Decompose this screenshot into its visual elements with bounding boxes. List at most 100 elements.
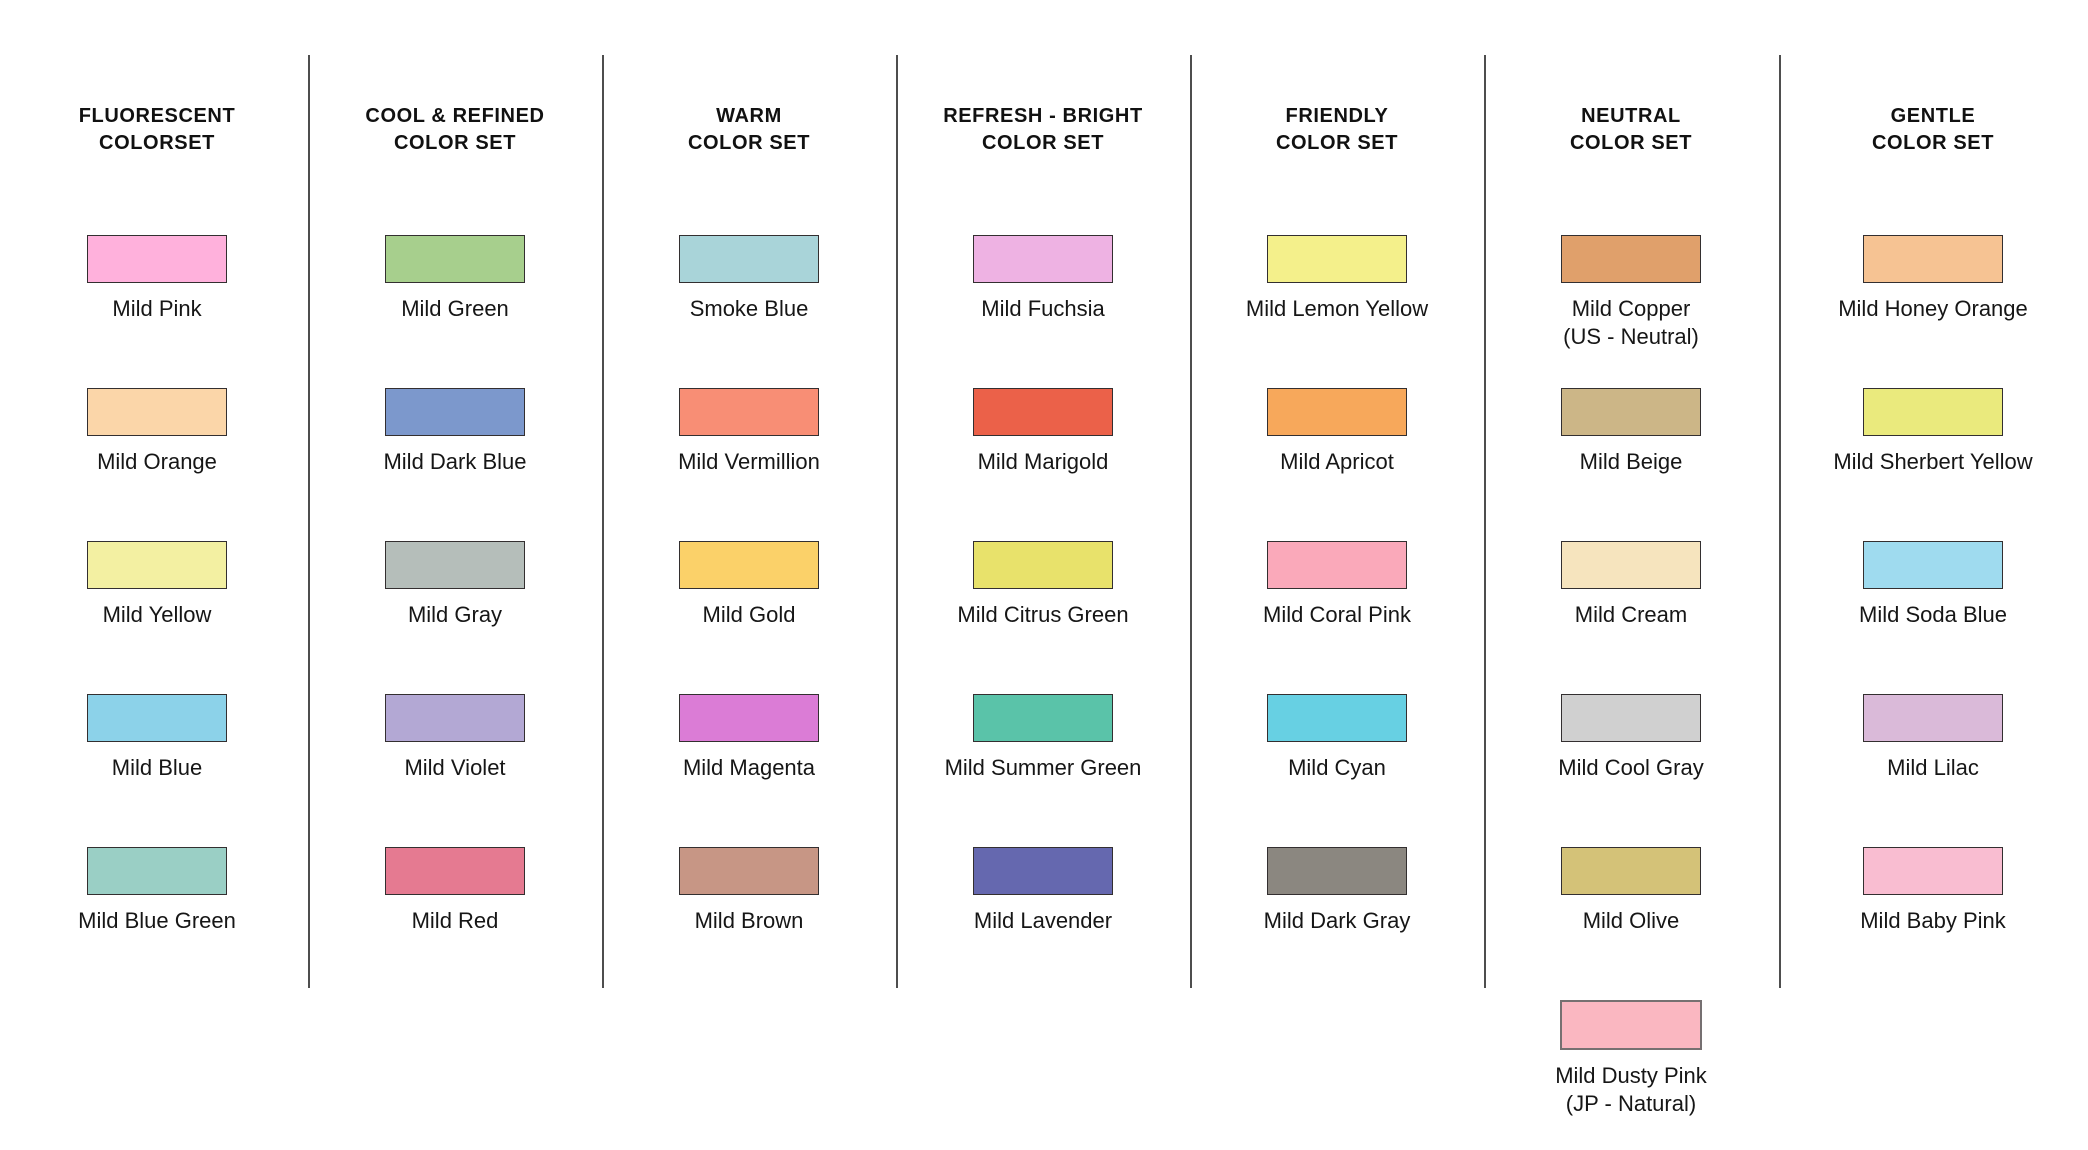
swatch-item: Mild Sherbert Yellow <box>1786 388 2080 476</box>
color-swatch-label: Mild Lemon Yellow <box>1245 296 1429 321</box>
swatch-item: Mild Lilac <box>1786 694 2080 782</box>
swatch-item: Mild Apricot <box>1190 388 1484 476</box>
color-swatch <box>1561 235 1701 283</box>
color-swatch <box>385 235 525 283</box>
color-swatch <box>679 847 819 895</box>
color-set-title: GENTLE COLOR SET <box>1871 105 1995 154</box>
swatch-item: Mild Brown <box>602 847 896 935</box>
color-swatch-label: Mild Lilac <box>1887 755 1979 780</box>
column-divider <box>1779 55 1781 988</box>
swatch-item: Mild Honey Orange <box>1786 235 2080 323</box>
color-swatch-label: Mild Baby Pink <box>1860 908 2006 933</box>
column-divider <box>602 55 604 988</box>
color-swatch-label: Mild Cream <box>1574 602 1688 627</box>
color-swatch-label: Mild Citrus Green <box>957 602 1129 627</box>
color-swatch <box>1267 541 1407 589</box>
color-swatch-label: Mild Summer Green <box>944 755 1142 780</box>
color-swatch-label: Mild Blue <box>111 755 203 780</box>
color-swatch-label: Mild Vermillion <box>678 449 820 474</box>
color-swatch-label: Mild Dark Gray <box>1263 908 1411 933</box>
color-swatch-label: Mild Blue Green <box>78 908 236 933</box>
color-swatch <box>1863 235 2003 283</box>
color-set-title: NEUTRAL COLOR SET <box>1569 105 1693 154</box>
swatch-item: Mild Pink <box>10 235 304 323</box>
color-set-title: COOL & REFINED COLOR SET <box>365 105 545 154</box>
swatch-item: Mild Cyan <box>1190 694 1484 782</box>
color-swatch <box>385 694 525 742</box>
swatch-item: Smoke Blue <box>602 235 896 323</box>
color-swatch <box>385 847 525 895</box>
color-swatch-label: Mild Red <box>411 908 499 933</box>
swatch-item: Mild Violet <box>308 694 602 782</box>
swatch-item: Mild Magenta <box>602 694 896 782</box>
color-swatch-label: Mild Green <box>401 296 509 321</box>
color-swatch-label: Mild Gray <box>407 602 503 627</box>
color-set-column: NEUTRAL COLOR SET Mild Copper (US - Neutr… <box>1484 0 1778 1150</box>
color-set-title: FLUORESCENT COLORSET <box>78 105 236 154</box>
swatch-item: Mild Soda Blue <box>1786 541 2080 629</box>
swatch-item: Mild Fuchsia <box>896 235 1190 323</box>
column-divider <box>896 55 898 988</box>
swatch-item: Mild Yellow <box>10 541 304 629</box>
color-swatch <box>1267 388 1407 436</box>
swatch-item: Mild Vermillion <box>602 388 896 476</box>
color-swatch-label: Mild Cool Gray <box>1558 755 1704 780</box>
color-swatch-label: Mild Copper (US - Neutral) <box>1563 296 1699 349</box>
swatch-item: Mild Coral Pink <box>1190 541 1484 629</box>
color-set-title: WARM COLOR SET <box>687 105 811 154</box>
swatch-item: Mild Gray <box>308 541 602 629</box>
color-swatch <box>1863 388 2003 436</box>
color-swatch-label: Mild Sherbert Yellow <box>1833 449 2033 474</box>
color-swatch <box>679 235 819 283</box>
color-set-title: FRIENDLY COLOR SET <box>1275 105 1399 154</box>
color-swatch <box>1267 694 1407 742</box>
swatch-item: Mild Cool Gray <box>1484 694 1778 782</box>
swatch-item: Mild Red <box>308 847 602 935</box>
color-swatch-label: Mild Gold <box>702 602 796 627</box>
swatch-item: Mild Citrus Green <box>896 541 1190 629</box>
color-swatch-label: Mild Honey Orange <box>1838 296 2028 321</box>
color-swatch-label: Mild Dark Blue <box>383 449 527 474</box>
color-set-column: FLUORESCENT COLORSET Mild Pink Mild Orange… <box>10 0 304 1150</box>
color-swatch <box>87 388 227 436</box>
color-swatch <box>1561 541 1701 589</box>
swatch-item: Mild Gold <box>602 541 896 629</box>
column-divider <box>1190 55 1192 988</box>
color-swatch-label: Mild Coral Pink <box>1263 602 1411 627</box>
color-set-column: FRIENDLY COLOR SET Mild Lemon Yellow Mild … <box>1190 0 1484 1150</box>
color-swatch-label: Mild Soda Blue <box>1859 602 2007 627</box>
color-swatch <box>973 388 1113 436</box>
color-swatch <box>1267 235 1407 283</box>
swatch-item: Mild Copper (US - Neutral) <box>1484 235 1778 351</box>
swatch-item: Mild Lavender <box>896 847 1190 935</box>
swatch-item: Mild Blue Green <box>10 847 304 935</box>
color-swatch <box>87 235 227 283</box>
swatch-item: Mild Baby Pink <box>1786 847 2080 935</box>
color-set-column: REFRESH - BRIGHT COLOR SET Mild Fuchsia Mi… <box>896 0 1190 1150</box>
color-set-column: GENTLE COLOR SET Mild Honey Orange Mild Sh… <box>1786 0 2080 1150</box>
swatch-item: Mild Olive <box>1484 847 1778 935</box>
color-swatch <box>1561 694 1701 742</box>
swatch-item: Mild Marigold <box>896 388 1190 476</box>
color-swatch-label: Mild Marigold <box>977 449 1109 474</box>
color-set-title: REFRESH - BRIGHT COLOR SET <box>943 105 1143 154</box>
swatch-item: Mild Blue <box>10 694 304 782</box>
color-swatch-label: Mild Dusty Pink (JP - Natural) <box>1555 1063 1707 1116</box>
color-swatch-label: Mild Olive <box>1582 908 1680 933</box>
color-swatch <box>679 541 819 589</box>
color-swatch <box>1561 847 1701 895</box>
color-swatch-label: Mild Apricot <box>1280 449 1394 474</box>
color-swatch-label: Mild Yellow <box>102 602 212 627</box>
color-swatch <box>385 541 525 589</box>
color-swatch <box>87 694 227 742</box>
swatch-item: Mild Green <box>308 235 602 323</box>
column-divider <box>1484 55 1486 988</box>
color-swatch <box>385 388 525 436</box>
swatch-item: Mild Dark Blue <box>308 388 602 476</box>
color-swatch <box>973 235 1113 283</box>
color-swatch <box>1560 1000 1702 1050</box>
color-swatch <box>87 847 227 895</box>
swatch-item: Mild Orange <box>10 388 304 476</box>
color-swatch-label: Smoke Blue <box>689 296 809 321</box>
